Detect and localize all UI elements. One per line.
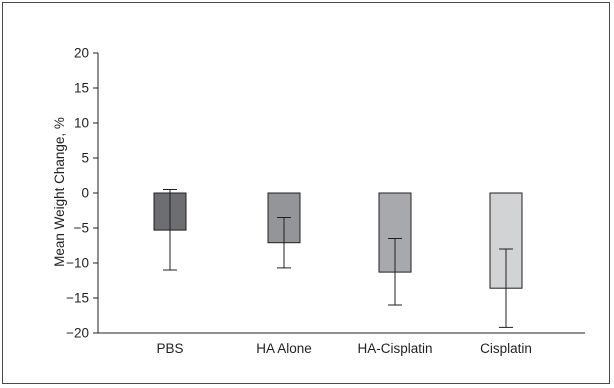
y-tick-label: 0 <box>81 186 89 201</box>
y-tick-label: 15 <box>74 81 89 96</box>
y-tick-label: −5 <box>74 221 89 236</box>
category-label: PBS <box>156 341 183 356</box>
y-tick-label: −20 <box>66 326 89 341</box>
y-tick-label: 10 <box>74 116 89 131</box>
y-tick-label: −10 <box>66 256 89 271</box>
y-tick-label: 5 <box>81 151 89 166</box>
y-tick-label: 20 <box>74 46 89 61</box>
category-label: Cisplatin <box>480 341 532 356</box>
y-axis-label: Mean Weight Change, % <box>52 117 67 267</box>
y-tick-label: −15 <box>66 291 89 306</box>
category-label: HA-Cisplatin <box>357 341 432 356</box>
category-label: HA Alone <box>256 341 312 356</box>
